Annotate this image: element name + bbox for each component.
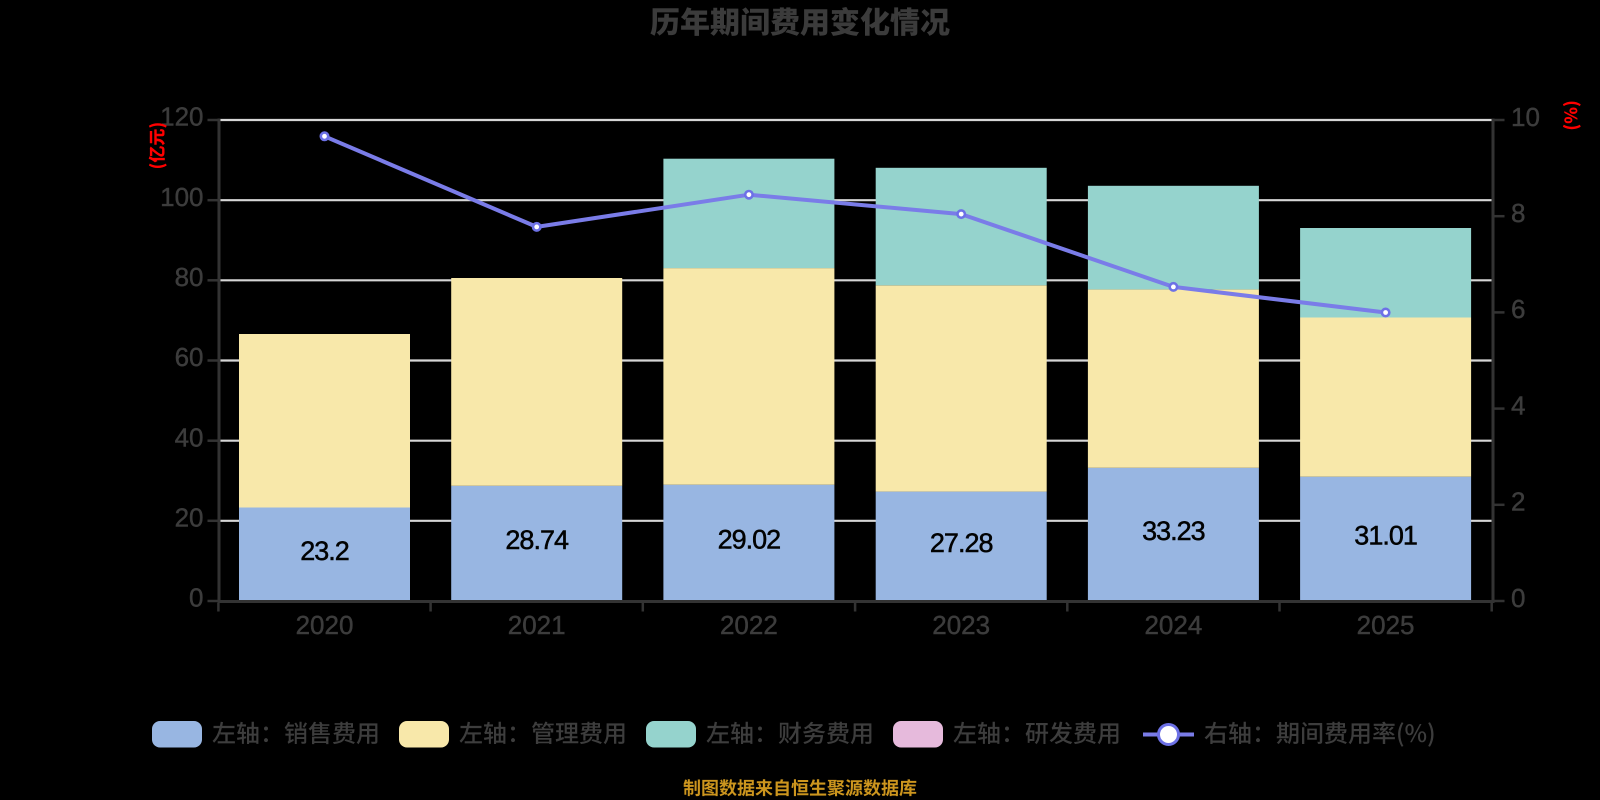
svg-text:8: 8 (1511, 198, 1525, 228)
svg-text:2025: 2025 (1357, 610, 1415, 640)
svg-text:28.74: 28.74 (505, 525, 569, 555)
svg-text:23.2: 23.2 (300, 536, 349, 566)
svg-text:2024: 2024 (1144, 610, 1202, 640)
svg-text:20: 20 (175, 503, 204, 533)
svg-text:29.02: 29.02 (718, 525, 781, 555)
svg-text:100: 100 (160, 182, 203, 212)
svg-text:27.28: 27.28 (930, 528, 993, 558)
svg-text:10: 10 (1511, 102, 1540, 132)
svg-text:60: 60 (175, 342, 204, 372)
svg-text:40: 40 (175, 422, 204, 452)
svg-text:2: 2 (1511, 487, 1525, 517)
svg-text:2023: 2023 (932, 610, 990, 640)
svg-text:0: 0 (1511, 583, 1525, 613)
svg-text:0: 0 (189, 583, 203, 613)
svg-text:33.23: 33.23 (1142, 516, 1205, 546)
svg-text:2020: 2020 (296, 610, 354, 640)
svg-text:4: 4 (1511, 390, 1525, 420)
svg-text:31.01: 31.01 (1354, 521, 1417, 551)
svg-text:2022: 2022 (720, 610, 778, 640)
svg-text:80: 80 (175, 262, 204, 292)
svg-text:6: 6 (1511, 294, 1525, 324)
svg-text:120: 120 (160, 102, 203, 132)
svg-text:2021: 2021 (508, 610, 566, 640)
